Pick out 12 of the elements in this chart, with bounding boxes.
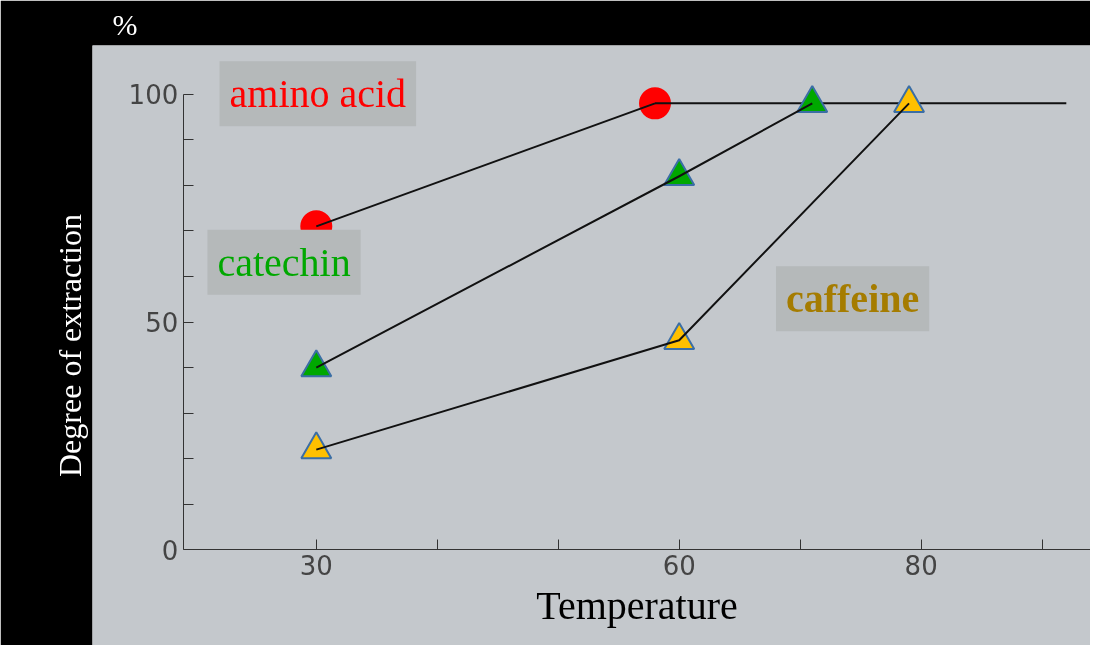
x-tick-label: 30 bbox=[299, 550, 333, 581]
x-tick-label: 60 bbox=[662, 550, 696, 581]
x-axis-title: Temperature bbox=[536, 582, 738, 628]
chart-title: % bbox=[112, 7, 138, 41]
y-tick-label: 0 bbox=[161, 535, 179, 566]
series-label: catechin bbox=[217, 239, 351, 285]
x-tick-label: 80 bbox=[904, 550, 938, 581]
series-label: caffeine bbox=[785, 276, 920, 322]
y-tick-label: 100 bbox=[128, 80, 179, 111]
series-label: amino acid bbox=[229, 71, 407, 117]
y-axis-title: Degree of extraction bbox=[51, 214, 88, 477]
y-tick-label: 50 bbox=[145, 308, 179, 339]
